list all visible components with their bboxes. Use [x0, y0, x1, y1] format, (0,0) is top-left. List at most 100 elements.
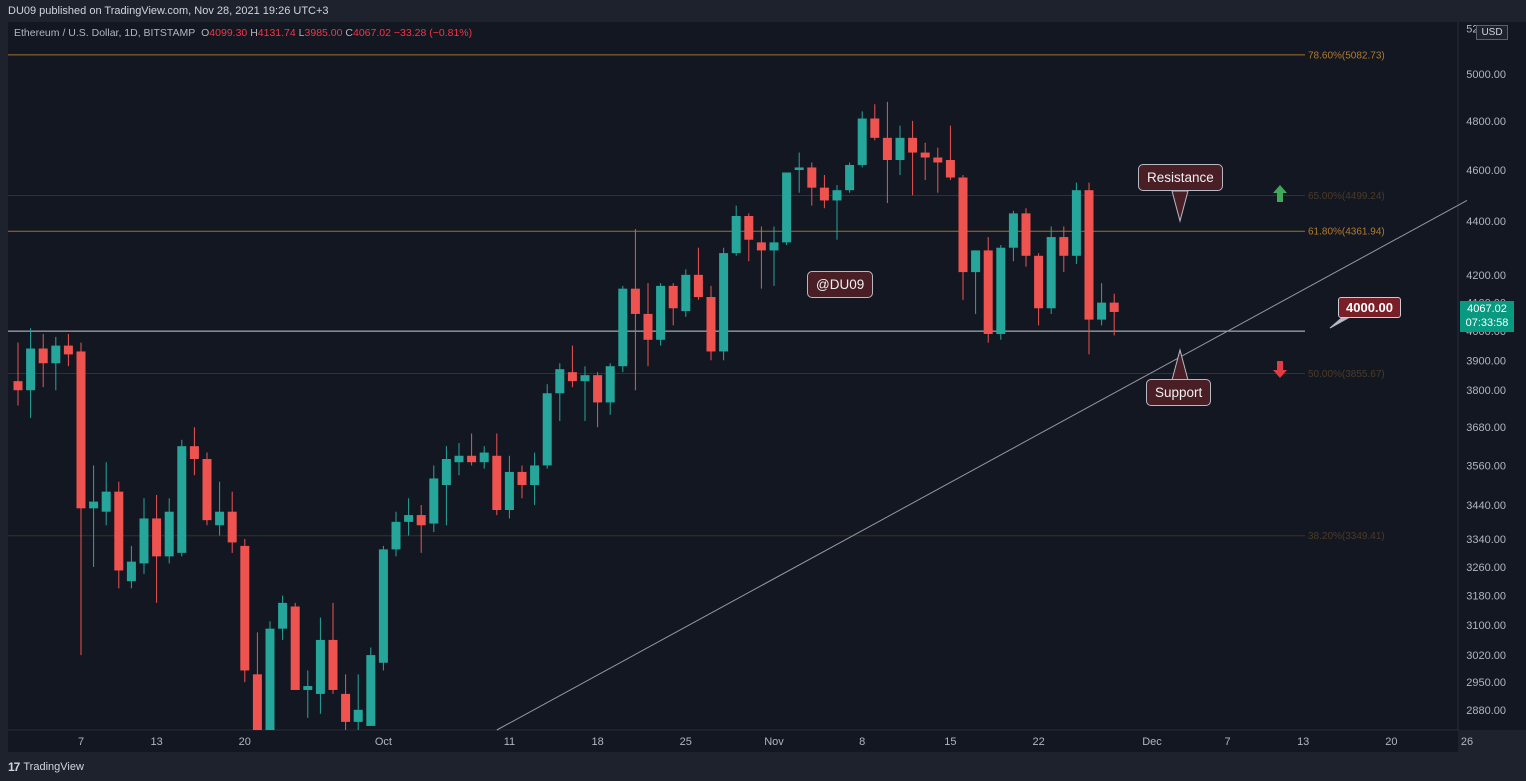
candle-body — [26, 348, 36, 391]
candle — [240, 538, 250, 683]
candle-body — [983, 250, 993, 334]
candle — [1046, 226, 1056, 314]
candle — [1071, 182, 1081, 264]
fib-level-label: 61.80%(4361.94) — [1308, 227, 1385, 238]
candle — [353, 674, 363, 730]
plot-area[interactable] — [8, 22, 1458, 730]
candle-body — [681, 274, 691, 312]
time-tick-label: Dec — [1142, 736, 1162, 748]
candle — [189, 427, 199, 476]
candle — [643, 283, 653, 367]
trendline-segment — [496, 200, 1468, 731]
price-tick-label: 4800.00 — [1466, 116, 1506, 128]
time-axis[interactable] — [8, 730, 1458, 752]
change-value: −33.28 (−0.81%) — [393, 27, 473, 39]
candle — [996, 245, 1006, 340]
level-4000-callout[interactable]: 4000.00 — [1338, 297, 1401, 318]
candle-body — [479, 452, 489, 463]
candle-body — [945, 159, 955, 178]
candle-body — [882, 137, 892, 160]
candle-body — [504, 471, 514, 511]
candle-body — [139, 518, 149, 564]
candle-body — [38, 348, 48, 364]
candle-body — [857, 118, 867, 165]
candle-body — [845, 164, 855, 191]
candle — [101, 462, 111, 526]
candle-body — [807, 167, 817, 188]
candle-body — [63, 345, 73, 355]
price-tick-label: 5000.00 — [1466, 69, 1506, 81]
candle — [479, 446, 489, 469]
candle-body — [782, 172, 792, 243]
candle-body — [404, 515, 414, 522]
candle-body — [265, 628, 275, 730]
time-tick-label: 18 — [591, 736, 603, 748]
candle-body — [542, 393, 552, 466]
candle-body — [202, 458, 212, 521]
candle — [1097, 283, 1107, 326]
candle-body — [303, 686, 313, 690]
last-price: 4067.02 — [1467, 303, 1507, 315]
candle — [177, 439, 187, 557]
candle — [971, 250, 981, 314]
candle-body — [580, 375, 590, 382]
tradingview-brand[interactable]: TradingView — [23, 761, 84, 773]
support-callout[interactable]: Support — [1146, 379, 1212, 406]
ascending-trendline[interactable] — [496, 200, 1468, 731]
candle — [706, 285, 716, 361]
price-tick-label: 3020.00 — [1466, 650, 1506, 662]
candle-body — [656, 285, 666, 340]
candle — [945, 125, 955, 181]
time-tick-label: 7 — [1225, 736, 1231, 748]
candle — [567, 345, 577, 388]
candle-body — [101, 491, 111, 512]
candle-body — [391, 521, 401, 550]
candle — [542, 384, 552, 469]
candle-body — [227, 511, 237, 543]
candle — [126, 545, 136, 589]
candle — [315, 617, 325, 714]
candle-body — [555, 369, 565, 394]
resistance-callout[interactable]: Resistance — [1138, 164, 1223, 191]
price-tick-label: 2950.00 — [1466, 677, 1506, 689]
price-tick-label: 3900.00 — [1466, 355, 1506, 367]
candle-body — [429, 478, 439, 524]
candle — [202, 452, 212, 526]
price-axis[interactable] — [1458, 22, 1526, 730]
candle — [164, 498, 174, 564]
candle-body — [126, 561, 136, 582]
candle-body — [819, 187, 829, 201]
footer: 17 TradingView — [8, 760, 84, 774]
candle — [807, 162, 817, 206]
price-tick-label: 3680.00 — [1466, 422, 1506, 434]
time-tick-label: 26 — [1461, 736, 1473, 748]
candle — [882, 101, 892, 204]
currency-button[interactable]: USD — [1476, 25, 1508, 40]
candle-body — [530, 465, 540, 486]
candle — [895, 125, 905, 175]
price-tick-label: 3560.00 — [1466, 460, 1506, 472]
candle — [152, 494, 162, 603]
candle-body — [13, 381, 23, 391]
high-value: 4131.74 — [257, 27, 296, 39]
candle — [215, 481, 225, 536]
candle-body — [794, 167, 804, 170]
candle — [63, 333, 73, 367]
candle-body — [870, 118, 880, 138]
candle — [857, 111, 867, 168]
candle-body — [756, 242, 766, 251]
candle-body — [933, 157, 943, 163]
candle-body — [693, 274, 703, 298]
candle — [983, 237, 993, 343]
candle-body — [706, 297, 716, 352]
resistance-pointer — [1171, 190, 1189, 223]
candle-body — [252, 674, 262, 730]
candle — [719, 247, 729, 361]
candle — [580, 366, 590, 421]
price-tick-label: 3260.00 — [1466, 562, 1506, 574]
candle — [832, 185, 842, 240]
candle — [139, 498, 149, 575]
last-price-tag: 4067.02 07:33:58 — [1460, 301, 1514, 332]
candle — [252, 632, 262, 730]
